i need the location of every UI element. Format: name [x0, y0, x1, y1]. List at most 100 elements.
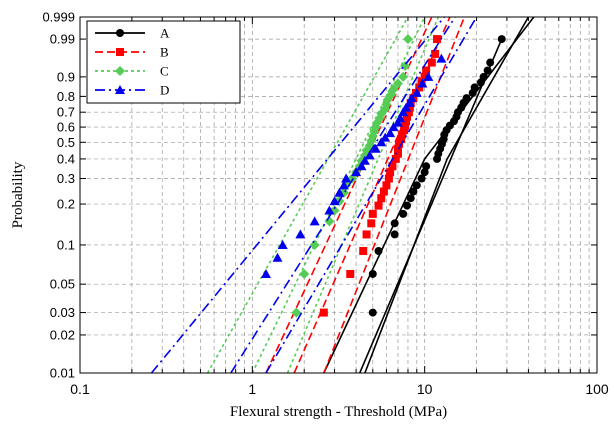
data-point-A [390, 219, 399, 228]
data-point-B [384, 174, 393, 183]
data-point-B [400, 126, 409, 135]
legend-box [86, 20, 241, 104]
data-point-C [388, 84, 399, 95]
data-point-B [374, 201, 383, 210]
data-point-B [431, 49, 440, 58]
data-point-A [486, 58, 495, 67]
tick-marks [80, 16, 597, 374]
data-point-C [369, 126, 380, 137]
data-point-C [309, 239, 320, 250]
x-tick-label: 0.1 [70, 381, 90, 397]
fit-line-A [359, 38, 503, 373]
data-point-D [359, 155, 370, 165]
data-point-B [382, 181, 391, 190]
data-point-D [376, 137, 387, 147]
data-point-B [422, 66, 431, 75]
data-point-D [351, 167, 362, 177]
x-tick-label: 100 [585, 381, 609, 397]
data-point-A [409, 187, 418, 196]
series-layer [150, 17, 535, 373]
confidence-bound-C [286, 17, 440, 373]
data-point-B [395, 139, 404, 148]
data-point-A [412, 181, 421, 190]
data-point-D [295, 229, 306, 239]
data-point-D [423, 71, 434, 81]
data-point-A [399, 209, 408, 218]
confidence-bound-A [364, 17, 530, 373]
y-tick-label: 0.5 [57, 135, 75, 150]
data-point-B [405, 103, 414, 112]
data-point-C [291, 307, 302, 318]
data-point-D [398, 107, 409, 117]
data-point-B [404, 108, 413, 117]
x-tick-label: 1 [248, 381, 256, 397]
y-tick-label: 0.1 [57, 237, 75, 252]
data-point-A [483, 66, 492, 75]
legend-marker-B [116, 48, 124, 56]
data-point-D [309, 216, 320, 226]
y-tick-label: 0.999 [42, 10, 75, 25]
data-point-B [359, 246, 368, 255]
data-point-D [404, 97, 415, 107]
confidence-bound-D [265, 17, 478, 373]
data-point-B [388, 162, 397, 171]
data-point-B [391, 154, 400, 163]
data-point-D [324, 205, 335, 215]
series-A [323, 17, 535, 373]
y-tick-label: 0.7 [57, 105, 75, 120]
data-point-B [420, 72, 429, 81]
data-point-A [470, 83, 479, 92]
y-tick-label: 0.8 [57, 89, 75, 104]
data-point-B [319, 308, 328, 317]
legend-marker-A [116, 29, 124, 37]
x-axis-label: Flexural strength - Threshold (MPa) [230, 404, 447, 420]
data-point-D [341, 173, 352, 183]
data-point-B [393, 149, 402, 158]
data-point-A [374, 246, 383, 255]
data-point-A [497, 35, 506, 44]
data-point-D [338, 180, 349, 190]
y-tick-label: 0.3 [57, 171, 75, 186]
data-point-B [368, 209, 377, 218]
data-point-B [402, 117, 411, 126]
data-point-B [403, 112, 412, 121]
data-point-D [277, 239, 288, 249]
data-point-B [398, 130, 407, 139]
y-tick-label: 0.01 [50, 366, 75, 381]
series-D [150, 17, 478, 373]
data-point-D [406, 93, 417, 103]
plot-frame [79, 16, 598, 374]
data-point-C [398, 71, 409, 82]
y-tick-label: 0.2 [57, 197, 75, 212]
data-point-A [403, 201, 412, 210]
data-point-A [417, 174, 426, 183]
legend-label-D: D [160, 83, 169, 98]
data-point-B [433, 35, 442, 44]
legend-label-C: C [160, 64, 169, 79]
data-point-D [385, 128, 396, 138]
confidence-bound-D [150, 17, 445, 373]
data-point-C [392, 78, 403, 89]
legend-label-A: A [160, 26, 170, 41]
y-tick-label: 0.9 [57, 69, 75, 84]
data-point-A [406, 194, 415, 203]
data-point-D [364, 150, 375, 160]
data-point-A [479, 72, 488, 81]
legend-label-B: B [160, 45, 169, 60]
legend-marker-C [115, 66, 125, 76]
data-point-D [417, 78, 428, 88]
data-point-D [260, 268, 271, 278]
data-point-D [401, 102, 412, 112]
data-point-C [324, 216, 335, 227]
data-point-D [436, 53, 447, 63]
y-tick-label: 0.05 [50, 277, 75, 292]
confidence-bound-A [323, 17, 535, 373]
y-axis-label: Probability [10, 161, 26, 228]
data-point-D [380, 132, 391, 142]
data-point-B [386, 168, 395, 177]
data-point-B [379, 187, 388, 196]
data-point-B [362, 230, 371, 239]
y-tick-label: 0.99 [50, 32, 75, 47]
data-point-C [299, 268, 310, 279]
